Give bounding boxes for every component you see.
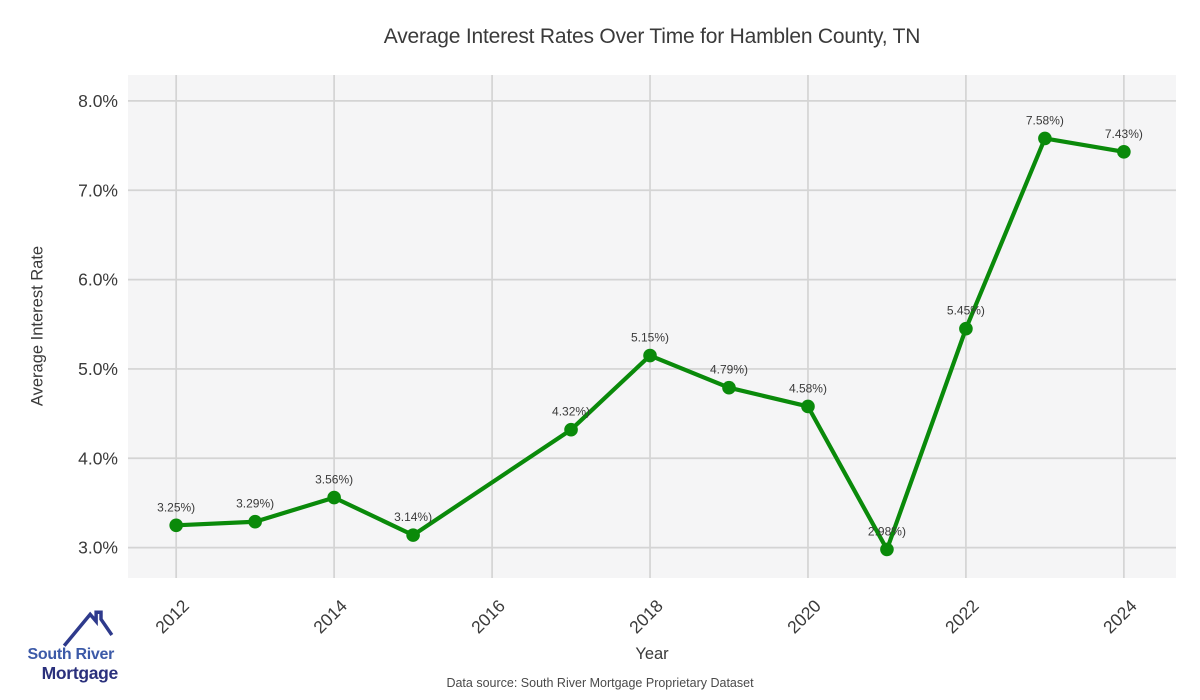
- y-tick-label: 8.0%: [78, 91, 118, 111]
- x-tick-label: 2012: [151, 596, 193, 638]
- data-point: [1117, 145, 1131, 159]
- point-label: 4.79%): [710, 363, 748, 377]
- logo-text-mortgage: Mortgage: [41, 663, 119, 683]
- point-label: 7.58%): [1026, 113, 1064, 127]
- point-label: 3.29%): [236, 497, 274, 511]
- y-tick-label: 5.0%: [78, 359, 118, 379]
- point-label: 5.45%): [947, 304, 985, 318]
- point-label: 2.98%): [868, 524, 906, 538]
- y-tick-label: 7.0%: [78, 180, 118, 200]
- y-axis-label: Average Interest Rate: [28, 245, 47, 407]
- point-label: 5.15%): [631, 331, 669, 345]
- point-label: 3.25%): [157, 500, 195, 514]
- data-point: [801, 399, 815, 414]
- data-source-caption: Data source: South River Mortgage Propri…: [446, 676, 754, 690]
- data-point: [643, 348, 657, 363]
- data-point: [327, 490, 341, 505]
- point-label: 7.43%): [1105, 127, 1143, 141]
- data-line: [174, 136, 1126, 552]
- point-label: 4.58%): [789, 381, 827, 395]
- logo-text-south-river: South River: [27, 646, 115, 663]
- x-tick-label: 2020: [783, 596, 825, 638]
- data-point: [169, 518, 183, 533]
- data-point: [248, 514, 262, 529]
- south-river-mortgage-logo: South River Mortgage: [14, 606, 126, 686]
- data-point: [959, 321, 973, 336]
- plot-area: [128, 75, 1176, 578]
- y-tick-label: 4.0%: [78, 448, 118, 468]
- data-point: [1038, 131, 1052, 146]
- x-axis-label: Year: [635, 645, 669, 663]
- house-roof-icon: [62, 610, 114, 647]
- chart-title: Average Interest Rates Over Time for Ham…: [383, 25, 921, 48]
- y-tick-label: 3.0%: [78, 538, 118, 558]
- data-point: [406, 528, 420, 542]
- point-label: 3.56%): [315, 473, 353, 487]
- data-point: [880, 542, 894, 557]
- x-tick-label: 2024: [1099, 596, 1141, 638]
- x-tick-label: 2016: [467, 596, 509, 638]
- point-label: 4.32%): [552, 405, 590, 419]
- point-label: 3.14%): [394, 510, 432, 524]
- x-tick-label: 2018: [625, 596, 667, 638]
- data-point: [722, 380, 736, 395]
- x-tick-label: 2022: [941, 596, 983, 638]
- y-tick-label: 6.0%: [78, 270, 118, 290]
- x-tick-label: 2014: [309, 596, 351, 638]
- data-point: [564, 422, 578, 437]
